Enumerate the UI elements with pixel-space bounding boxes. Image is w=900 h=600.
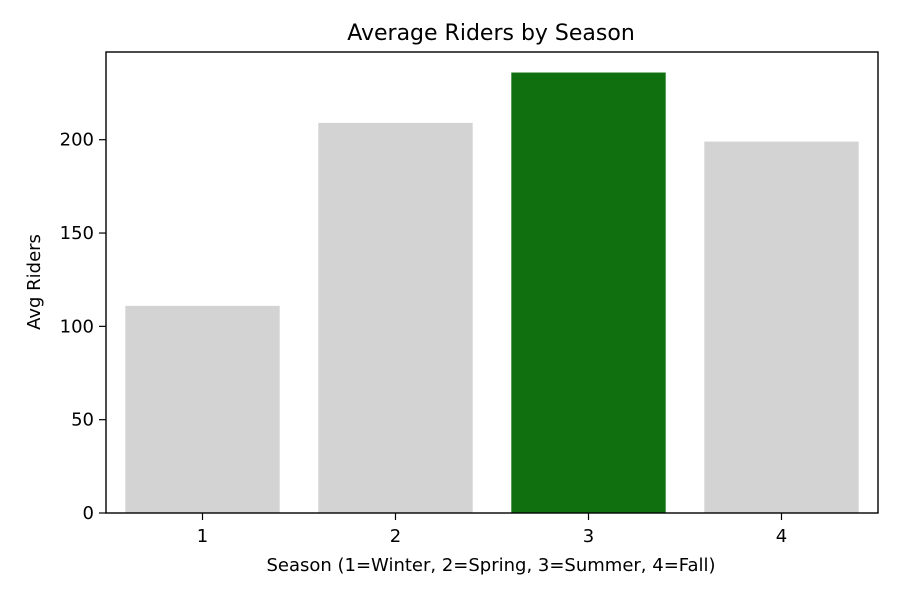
bar-season-4 (704, 141, 859, 514)
bar-season-3 (511, 72, 666, 513)
y-axis-ticks: 0 50 100 150 200 (60, 130, 106, 524)
x-tick-label: 4 (776, 526, 787, 547)
y-axis-label: Avg Riders (24, 234, 45, 330)
y-tick-label: 150 (60, 223, 94, 244)
y-tick-label: 200 (60, 130, 94, 151)
bar-season-2 (318, 122, 473, 513)
x-axis-label: Season (1=Winter, 2=Spring, 3=Summer, 4=… (266, 555, 715, 576)
y-tick-label: 0 (83, 503, 94, 524)
x-tick-label: 3 (583, 526, 594, 547)
x-tick-label: 2 (390, 526, 401, 547)
x-axis-ticks: 1 2 3 4 (197, 513, 787, 547)
y-tick-label: 100 (60, 316, 94, 337)
chart-title: Average Riders by Season (347, 21, 635, 46)
bar-season-1 (125, 305, 280, 513)
y-tick-label: 50 (71, 410, 94, 431)
plot-frame (105, 51, 879, 514)
x-tick-label: 1 (197, 526, 208, 547)
bars-group (125, 72, 859, 514)
